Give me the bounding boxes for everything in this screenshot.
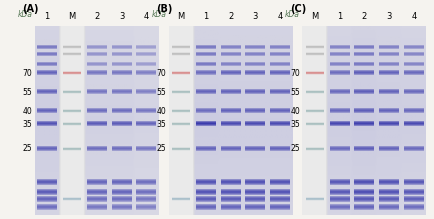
- Text: 3: 3: [385, 12, 391, 21]
- Text: 25: 25: [23, 144, 32, 153]
- Text: 4: 4: [143, 12, 148, 21]
- Text: 40: 40: [156, 106, 166, 116]
- Text: 25: 25: [289, 144, 299, 153]
- Text: kDa: kDa: [284, 11, 299, 19]
- Text: M: M: [310, 12, 318, 21]
- Text: 70: 70: [156, 69, 166, 78]
- Text: M: M: [177, 12, 184, 21]
- Text: M: M: [68, 12, 76, 21]
- Text: 40: 40: [289, 106, 299, 116]
- Text: 55: 55: [156, 88, 166, 97]
- Text: 40: 40: [23, 106, 32, 116]
- Text: 35: 35: [289, 120, 299, 129]
- Text: kDa: kDa: [151, 11, 166, 19]
- Text: 1: 1: [44, 12, 50, 21]
- Text: (A): (A): [23, 4, 39, 14]
- Text: 35: 35: [156, 120, 166, 129]
- Text: 55: 55: [289, 88, 299, 97]
- Text: 70: 70: [289, 69, 299, 78]
- Text: 25: 25: [156, 144, 166, 153]
- Text: 4: 4: [410, 12, 416, 21]
- Text: 1: 1: [336, 12, 342, 21]
- Text: 35: 35: [23, 120, 32, 129]
- Text: 4: 4: [277, 12, 282, 21]
- Text: 1: 1: [203, 12, 208, 21]
- Text: 55: 55: [23, 88, 32, 97]
- Text: kDa: kDa: [17, 11, 32, 19]
- Text: (B): (B): [156, 4, 172, 14]
- Text: (C): (C): [289, 4, 306, 14]
- Text: 2: 2: [227, 12, 233, 21]
- Text: 2: 2: [94, 12, 99, 21]
- Text: 70: 70: [23, 69, 32, 78]
- Text: 2: 2: [361, 12, 366, 21]
- Text: 3: 3: [118, 12, 124, 21]
- Text: 3: 3: [252, 12, 257, 21]
